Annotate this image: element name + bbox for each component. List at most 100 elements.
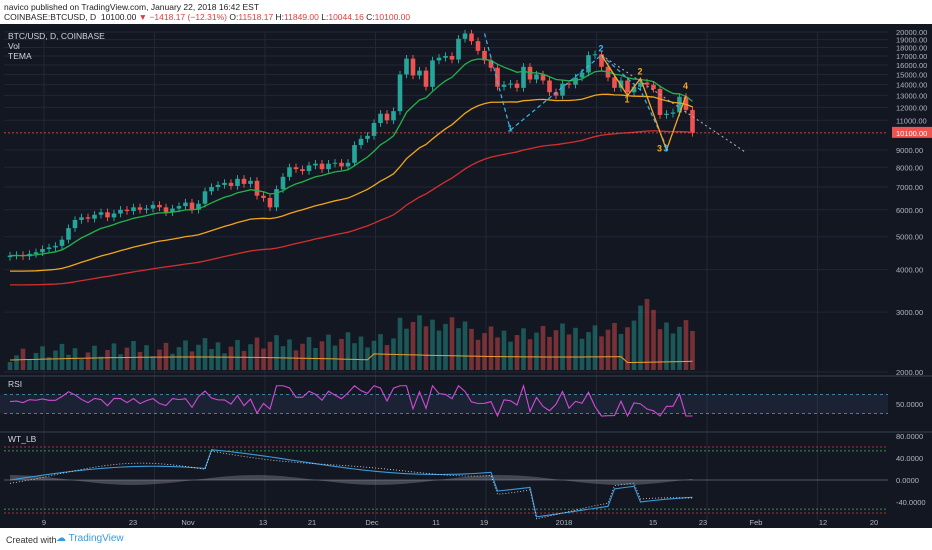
open-value: 11518.17 <box>238 12 274 22</box>
candle-body <box>651 84 656 89</box>
volume-bar <box>534 332 539 370</box>
candle-body <box>560 83 565 96</box>
candle-body <box>690 109 695 133</box>
candle-body <box>378 113 383 123</box>
candle-body <box>46 247 52 250</box>
candle-body <box>248 180 253 184</box>
volume-bar <box>176 347 182 370</box>
wave-label-blue: 2 <box>599 44 604 54</box>
wave-path-orange <box>600 54 687 152</box>
volume-bar <box>46 357 52 370</box>
candle-body <box>241 178 247 184</box>
volume-bar <box>443 323 448 370</box>
volume-bar <box>579 338 585 370</box>
high-value: 11849.00 <box>284 12 319 22</box>
wt-pane: 80.0000 40.0000 0.0000 -40.0000 <box>4 432 926 520</box>
cloud-icon: ☁ <box>56 533 66 544</box>
candle-body <box>495 67 500 87</box>
low-label: L: <box>321 12 329 22</box>
candle-body <box>644 82 650 85</box>
candle-body <box>326 163 331 170</box>
y-tick-label: 13000.00 <box>896 92 927 101</box>
candle-body <box>352 145 357 163</box>
rsi-pane: 50.0000 <box>0 383 923 418</box>
candle-body <box>163 207 169 213</box>
open-label: O: <box>229 12 239 22</box>
y-tick-label: 12000.00 <box>896 103 927 112</box>
candle-body <box>228 182 234 186</box>
publisher-name[interactable]: navico <box>4 2 29 12</box>
x-tick-label: 23 <box>129 518 137 527</box>
wave-label-orange: 3 <box>657 144 662 154</box>
candle-body <box>118 209 123 214</box>
candle-body <box>306 165 312 172</box>
publish-header: navico published on TradingView.com, Jan… <box>0 0 932 24</box>
candle-body <box>586 55 591 73</box>
volume-bar <box>59 343 65 370</box>
volume-bar <box>436 330 442 370</box>
candle-body <box>657 88 663 116</box>
candle-body <box>358 138 364 146</box>
candle-body <box>397 74 403 112</box>
candle-body <box>111 213 117 218</box>
candle-body <box>488 60 494 68</box>
x-tick-label: 13 <box>259 518 267 527</box>
volume-bar <box>657 329 663 370</box>
volume-bar <box>423 326 429 370</box>
tradingview-brand: TradingView <box>68 533 124 544</box>
candle-body <box>592 54 598 56</box>
volume-bar <box>417 315 422 370</box>
x-tick-label: 15 <box>649 518 657 527</box>
candle-body <box>222 182 227 185</box>
volume-bar <box>14 355 19 370</box>
high-label: H: <box>275 12 285 22</box>
candle-body <box>410 58 416 76</box>
volume-bar <box>157 349 162 370</box>
publisher-line: navico published on TradingView.com, Jan… <box>4 2 259 12</box>
candle-body <box>534 74 539 80</box>
volume-bar <box>599 336 604 370</box>
candle-body <box>449 55 455 60</box>
volume-bar <box>547 336 552 370</box>
volume-bar <box>326 334 331 370</box>
x-tick-label: 9 <box>42 518 46 527</box>
volume-bar <box>241 350 247 370</box>
volume-bar <box>404 328 409 370</box>
candle-body <box>235 178 240 186</box>
candle-body <box>566 83 572 85</box>
candle-body <box>183 202 188 207</box>
x-tick-label: 19 <box>480 518 488 527</box>
candle-body <box>215 184 221 188</box>
candle-body <box>677 96 682 113</box>
y-tick-label: 20000.00 <box>896 28 927 37</box>
x-tick-label: 23 <box>699 518 707 527</box>
candle-body <box>144 208 149 210</box>
footer: Created with ☁ TradingView <box>0 528 932 550</box>
candle-body <box>540 74 546 81</box>
volume-bar <box>235 339 240 370</box>
candle-body <box>508 83 513 85</box>
trendline <box>601 54 745 152</box>
volume-bar <box>573 327 578 370</box>
candle-body <box>417 70 422 76</box>
candle-body <box>7 255 13 258</box>
candle-body <box>436 57 442 61</box>
volume-bar <box>586 332 591 370</box>
low-value: 10044.16 <box>328 12 364 22</box>
volume-bar <box>66 354 71 370</box>
candle-body <box>475 41 481 51</box>
wt-tick-label: 0.0000 <box>896 476 919 485</box>
volume-bar <box>501 330 507 370</box>
volume-bar <box>495 337 500 370</box>
y-tick-label: 16000.00 <box>896 61 927 70</box>
volume-bar <box>592 325 598 370</box>
wt-tick-label: 80.0000 <box>896 432 923 441</box>
volume-bar <box>53 350 58 370</box>
candle-body <box>339 162 344 167</box>
candle-body <box>469 33 474 42</box>
tradingview-logo[interactable]: ☁ TradingView <box>56 533 124 544</box>
volume-bar <box>261 348 266 370</box>
candle-body <box>274 189 279 208</box>
